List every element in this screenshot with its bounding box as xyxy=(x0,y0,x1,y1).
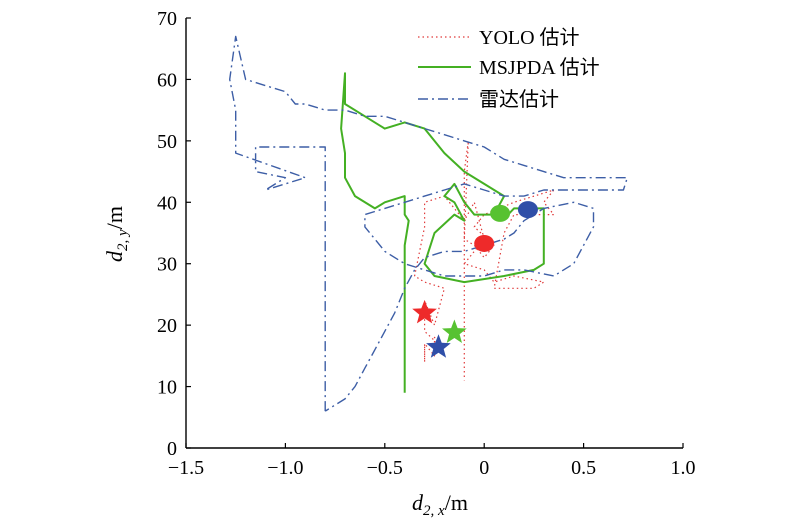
x-tick-label: −1.5 xyxy=(168,457,204,479)
x-tick-label: 0 xyxy=(479,457,489,479)
endpoint-circle-marker xyxy=(490,204,511,222)
x-tick-label: 0.5 xyxy=(571,457,596,479)
legend-label-radar: 雷达估计 xyxy=(479,88,559,111)
series-line-msjpda xyxy=(340,72,545,393)
y-tick-label: 10 xyxy=(157,377,177,399)
x-tick-label: 1.0 xyxy=(671,457,696,479)
x-tick-label: −1.0 xyxy=(267,457,303,479)
y-axis-title: d2, y/m xyxy=(102,206,131,262)
start-star-marker xyxy=(412,299,437,324)
legend: YOLO 估计 MSJPDA 估计 雷达估计 xyxy=(418,26,600,111)
plot-lines xyxy=(229,35,628,412)
start-star-marker xyxy=(442,319,467,343)
y-tick-label: 60 xyxy=(157,69,177,91)
series-line-radar xyxy=(229,35,628,412)
y-tick-label: 30 xyxy=(157,254,177,276)
legend-label-msjpda: MSJPDA 估计 xyxy=(479,56,600,79)
x-tick-label: −0.5 xyxy=(367,457,403,479)
endpoint-circle-marker xyxy=(517,201,538,219)
x-axis-title: d2, x/m xyxy=(412,490,468,519)
y-tick-label: 70 xyxy=(157,8,177,30)
y-tick-label: 50 xyxy=(157,131,177,153)
start-star-marker xyxy=(426,334,451,358)
endpoint-circle-marker xyxy=(474,234,495,252)
y-tick-label: 0 xyxy=(167,438,177,460)
y-tick-label: 40 xyxy=(157,192,177,214)
y-tick-label: 20 xyxy=(157,315,177,337)
x-ticks: −1.5 −1.0 −0.5 0 0.5 1.0 xyxy=(168,443,696,479)
legend-label-yolo: YOLO 估计 xyxy=(479,26,580,49)
y-ticks: 0 10 20 30 40 50 60 70 xyxy=(157,8,191,460)
plot-markers xyxy=(412,201,538,358)
